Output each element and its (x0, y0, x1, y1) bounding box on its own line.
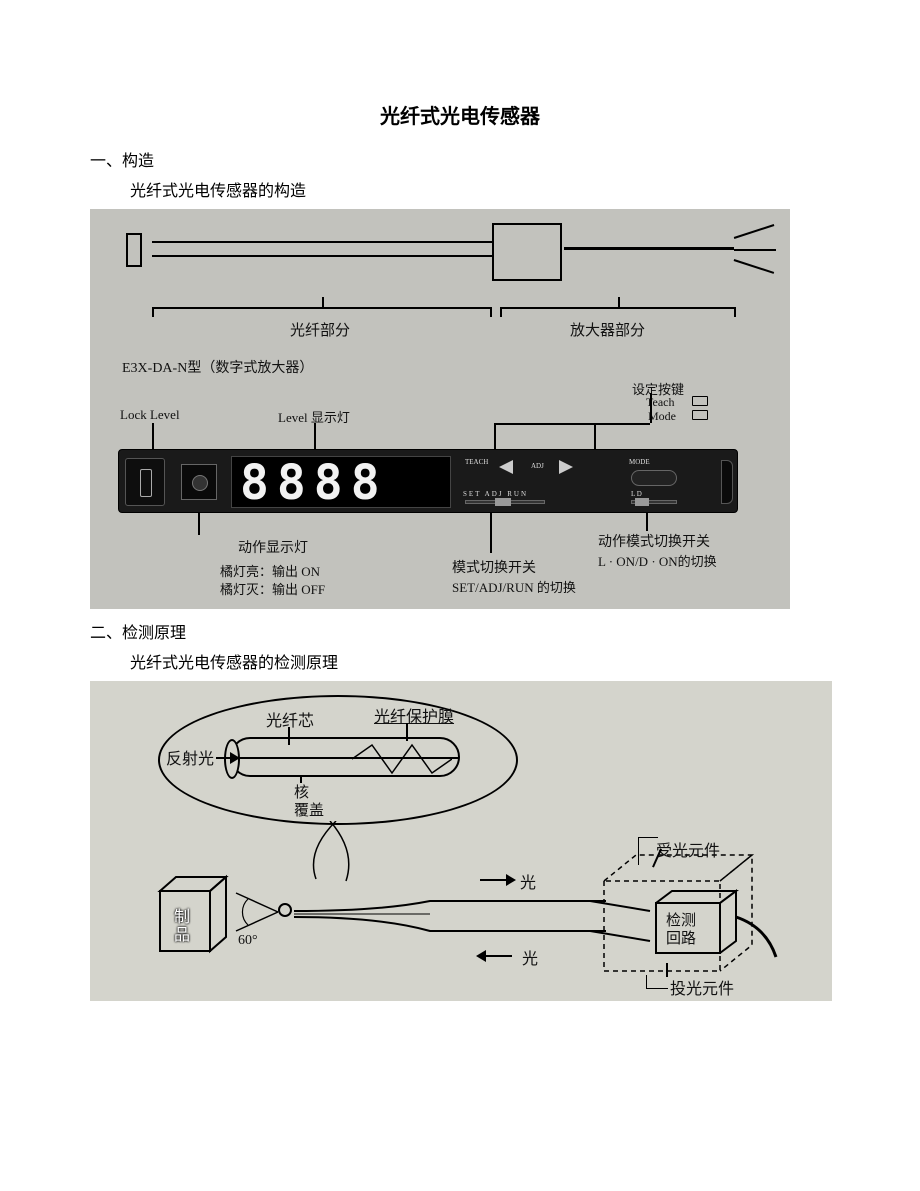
label-fiber-protect: 光纤保护膜 (374, 703, 454, 727)
label-detect-circuit2: 回路 (666, 927, 696, 948)
label-lock-level: Lock Level (120, 407, 180, 423)
cable-end3 (734, 259, 774, 273)
label-angle: 60° (238, 933, 258, 949)
leader-core (300, 777, 302, 783)
label-mode-switch: 模式切换开关 (452, 557, 536, 577)
bracket-amp-stem (618, 297, 620, 307)
label-light-1: 光 (520, 869, 536, 893)
fiber-line-bot (152, 255, 492, 257)
section1-heading: 一、构造 (90, 147, 830, 171)
amp-text-mode: MODE (629, 458, 650, 466)
amp-text-lon: L D (631, 490, 642, 498)
lock-piece (125, 458, 165, 506)
label-mode: Mode (648, 409, 676, 424)
teach-right-btn (559, 460, 573, 474)
label-product2: 品 (174, 921, 190, 945)
center-controls: TEACH ADJ SET ADJ RUN (459, 456, 619, 508)
amp-text-adj: ADJ (531, 462, 544, 470)
fiber-pair-icon (290, 887, 610, 947)
fiber-tube (230, 737, 460, 777)
amp-text-set: SET ADJ RUN (463, 490, 528, 498)
segment-digits: 8888 (240, 459, 388, 507)
page-title: 光纤式光电传感器 (90, 100, 830, 129)
right-controls: MODE L D (623, 456, 733, 508)
teach-btn-icon (692, 396, 708, 406)
bracket-amp (500, 307, 736, 317)
arrow-light-down (476, 947, 516, 970)
leader-set2 (594, 423, 596, 451)
label-orange-on: 橘灯亮：输出 ON (220, 561, 320, 580)
leader-level (314, 423, 316, 451)
leader-set1 (494, 423, 496, 451)
bracket-fiber-stem (322, 297, 324, 307)
label-emit-element: 投光元件 (670, 975, 734, 999)
callout-leader-icon (306, 821, 366, 891)
leader-set-v (650, 393, 652, 423)
bracket-emit (646, 975, 668, 989)
figure-principle: 光纤芯 光纤保护膜 反射光 核 覆盖 制 品 60° (90, 681, 832, 1001)
label-reflected-light: 反射光 (166, 745, 214, 769)
amp-text-teach: TEACH (465, 458, 488, 466)
amplifier-body: 8888 TEACH ADJ SET ADJ RUN MODE L D (118, 449, 738, 513)
right-cap (721, 460, 733, 504)
mode-pill-btn (631, 470, 677, 486)
leader-lock (152, 423, 154, 451)
fiber-line-top (152, 241, 492, 243)
label-amp-part: 放大器部分 (570, 319, 645, 340)
mode-slider-thumb (495, 498, 511, 506)
leader-modeswitch (490, 513, 492, 553)
section2-subheading: 光纤式光电传感器的检测原理 (130, 649, 830, 673)
leader-set-h (494, 423, 650, 425)
label-model: E3X-DA-N型（数字式放大器） (122, 357, 313, 377)
segment-window: 8888 (231, 456, 451, 508)
cable-end2 (734, 249, 776, 251)
arrow-light-up (476, 871, 516, 894)
teach-left-btn (499, 460, 513, 474)
label-orange-off: 橘灯灭：输出 OFF (220, 579, 325, 598)
label-action-mode-sub: L · ON/D · ON的切换 (598, 551, 717, 570)
section1-subheading: 光纤式光电传感器的构造 (130, 177, 830, 201)
bracket-fiber (152, 307, 492, 317)
label-fiber-part: 光纤部分 (290, 319, 350, 340)
cable-main (564, 247, 734, 250)
label-action-display: 动作显示灯 (238, 537, 308, 557)
label-light-2: 光 (522, 945, 538, 969)
zigzag-icon (352, 743, 452, 775)
fiber-tip (126, 233, 142, 267)
action-slider-thumb (635, 498, 649, 506)
leader-actiondisp (198, 513, 200, 535)
figure-construction: 光纤部分 放大器部分 E3X-DA-N型（数字式放大器） Lock Level … (90, 209, 790, 609)
label-action-mode-switch: 动作模式切换开关 (598, 531, 710, 551)
label-cover: 覆盖 (294, 799, 324, 820)
leader-actionmode (646, 513, 648, 531)
cable-end1 (734, 224, 774, 238)
bracket-receive (638, 837, 658, 865)
arrow-reflect-head (230, 752, 240, 764)
action-indicator (181, 464, 217, 500)
arrow-reflect-shaft (216, 757, 230, 759)
amplifier-block (492, 223, 562, 281)
label-receive-element: 受光元件 (656, 837, 720, 861)
label-mode-switch-sub: SET/ADJ/RUN 的切换 (452, 577, 576, 596)
label-fiber-core: 光纤芯 (266, 707, 314, 731)
section2-heading: 二、检测原理 (90, 619, 830, 643)
mode-btn-icon (692, 410, 708, 420)
